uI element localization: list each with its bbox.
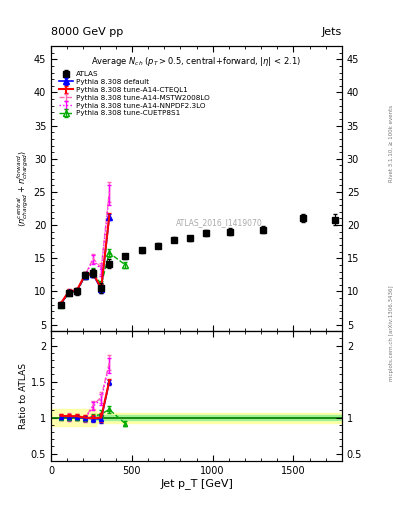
X-axis label: Jet p_T [GeV]: Jet p_T [GeV] [160, 478, 233, 489]
Y-axis label: Ratio to ATLAS: Ratio to ATLAS [19, 363, 28, 429]
Text: ATLAS_2016_I1419070: ATLAS_2016_I1419070 [176, 218, 263, 227]
Text: Jets: Jets [321, 27, 342, 37]
Y-axis label: $\langle n^{central}_{charged} + n^{forward}_{charged} \rangle$: $\langle n^{central}_{charged} + n^{forw… [15, 150, 31, 227]
Text: Average $N_{ch}$ ($p_{T}$$>$0.5, central+forward, $|\eta|$ < 2.1): Average $N_{ch}$ ($p_{T}$$>$0.5, central… [92, 55, 301, 68]
Text: 8000 GeV pp: 8000 GeV pp [51, 27, 123, 37]
Legend: ATLAS, Pythia 8.308 default, Pythia 8.308 tune-A14-CTEQL1, Pythia 8.308 tune-A14: ATLAS, Pythia 8.308 default, Pythia 8.30… [58, 70, 211, 118]
Text: Rivet 3.1.10, ≥ 100k events: Rivet 3.1.10, ≥ 100k events [389, 105, 393, 182]
Text: mcplots.cern.ch [arXiv:1306.3436]: mcplots.cern.ch [arXiv:1306.3436] [389, 285, 393, 380]
